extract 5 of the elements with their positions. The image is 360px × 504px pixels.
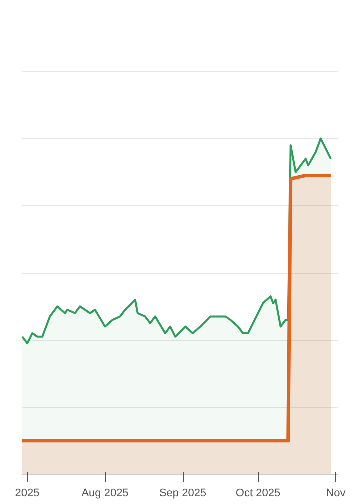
x-tick-label: Nov [326,488,346,500]
x-tick-label: Oct 2025 [236,488,281,500]
x-tick-label: Sep 2025 [159,488,207,500]
x-tick-label: 2025 [15,488,40,500]
x-tick-label: Aug 2025 [82,488,129,500]
